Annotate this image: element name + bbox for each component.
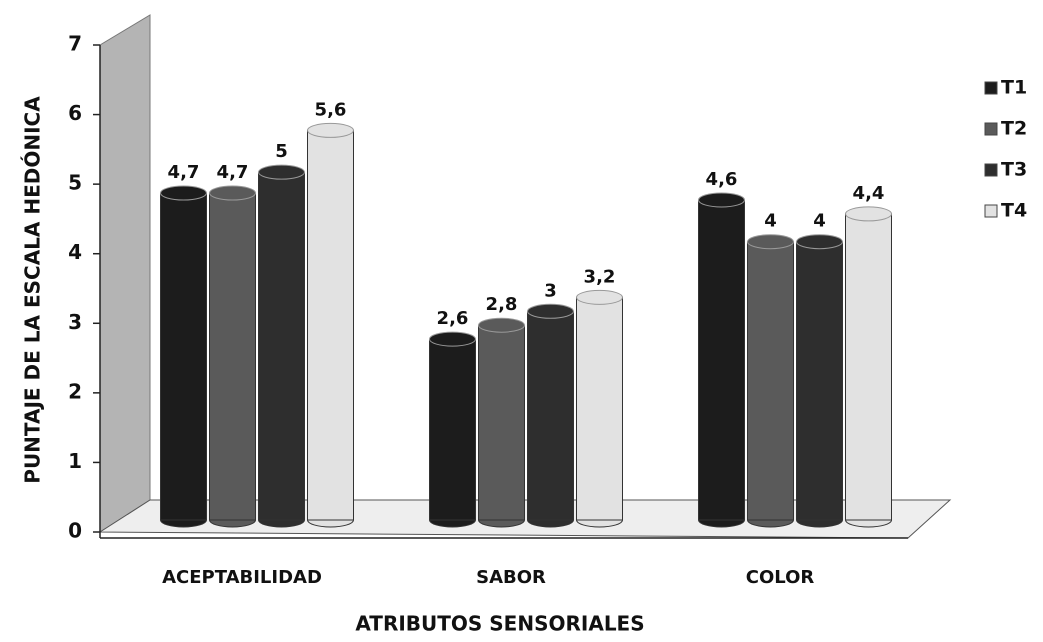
bar-part — [698, 192, 745, 208]
y-tick-label: 0 — [68, 519, 82, 543]
legend-swatch — [984, 81, 998, 95]
bar-part — [747, 234, 794, 250]
y-tick-label: 1 — [68, 449, 82, 473]
value-label: 4 — [813, 211, 826, 232]
value-label: 4,6 — [706, 169, 738, 190]
x-tick-label: ACEPTABILIDAD — [162, 567, 322, 588]
legend-swatch — [984, 163, 998, 177]
x-tick-label: SABOR — [476, 567, 546, 588]
y-axis-label: PUNTAJE DE LA ESCALA HEDÓNICA — [21, 96, 45, 484]
bar-part — [576, 296, 623, 521]
bar — [258, 164, 305, 528]
y-tick-label: 7 — [68, 32, 82, 56]
bar — [576, 289, 623, 528]
x-tick-label: COLOR — [746, 567, 815, 588]
bar — [209, 185, 256, 528]
legend-label: T2 — [1001, 118, 1027, 140]
bar-part — [307, 129, 354, 521]
bar — [747, 234, 794, 528]
x-axis-label: ATRIBUTOS SENSORIALES — [355, 612, 644, 636]
legend-label: T1 — [1001, 77, 1027, 99]
value-label: 4 — [764, 211, 777, 232]
bar-part — [258, 164, 305, 180]
y-tick-label: 4 — [68, 240, 82, 264]
legend-label: T4 — [1001, 200, 1027, 222]
bar-part — [209, 185, 256, 201]
bar-part — [258, 171, 305, 521]
bar — [160, 185, 207, 528]
bar-part — [478, 324, 525, 521]
value-label: 4,7 — [217, 162, 249, 183]
back-wall — [99, 14, 151, 533]
bar — [698, 192, 745, 528]
y-tick-label: 5 — [68, 171, 82, 195]
bar-part — [747, 241, 794, 521]
bar-part — [478, 317, 525, 333]
legend-swatch — [984, 204, 998, 218]
bar-part — [698, 199, 745, 521]
value-label: 3 — [544, 280, 557, 301]
bar-part — [160, 192, 207, 521]
value-label: 4,4 — [853, 183, 885, 204]
bar-part — [796, 241, 843, 521]
y-tick-label: 3 — [68, 310, 82, 334]
value-label: 5,6 — [315, 99, 347, 120]
value-label: 4,7 — [168, 162, 200, 183]
bar-part — [576, 289, 623, 305]
value-label: 5 — [275, 141, 288, 162]
bar-part — [527, 303, 574, 319]
y-tick-label: 2 — [68, 379, 82, 403]
bar-part — [527, 310, 574, 521]
bar — [478, 317, 525, 528]
bar-part — [429, 338, 476, 521]
bar — [307, 122, 354, 528]
bar — [796, 234, 843, 528]
bar-part — [209, 192, 256, 521]
bar-part — [845, 213, 892, 521]
value-label: 2,8 — [486, 294, 518, 315]
y-tick-label: 6 — [68, 101, 82, 125]
bar-part — [845, 206, 892, 222]
bar — [429, 331, 476, 528]
bar-part — [160, 185, 207, 201]
bar-part — [307, 122, 354, 138]
value-label: 2,6 — [437, 308, 469, 329]
value-label: 3,2 — [584, 266, 616, 287]
bar — [845, 206, 892, 528]
bar-part — [796, 234, 843, 250]
legend-label: T3 — [1001, 159, 1027, 181]
legend-swatch — [984, 122, 998, 136]
bar — [527, 303, 574, 528]
bar-part — [429, 331, 476, 347]
